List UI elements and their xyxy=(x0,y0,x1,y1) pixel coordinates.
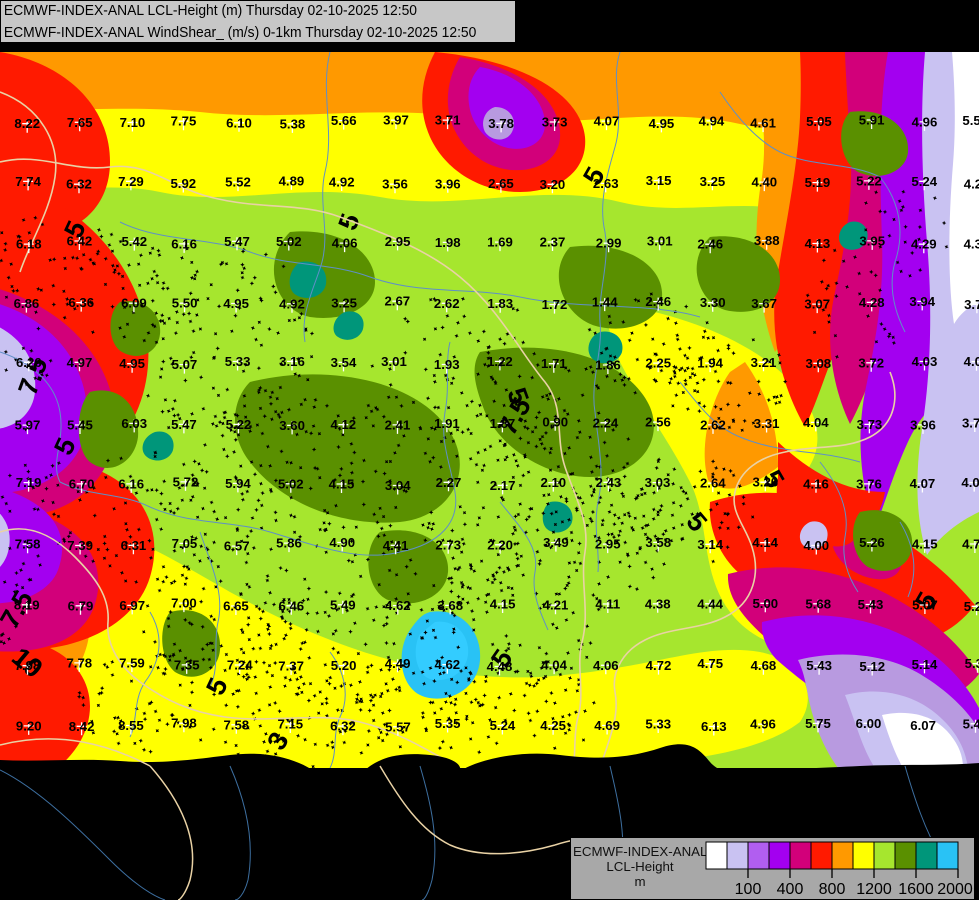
svg-text:800: 800 xyxy=(819,881,846,898)
svg-text:400: 400 xyxy=(777,881,804,898)
svg-text:1600: 1600 xyxy=(898,881,934,898)
svg-text:2000: 2000 xyxy=(937,881,973,898)
svg-text:100: 100 xyxy=(735,881,762,898)
svg-text:1200: 1200 xyxy=(856,881,892,898)
